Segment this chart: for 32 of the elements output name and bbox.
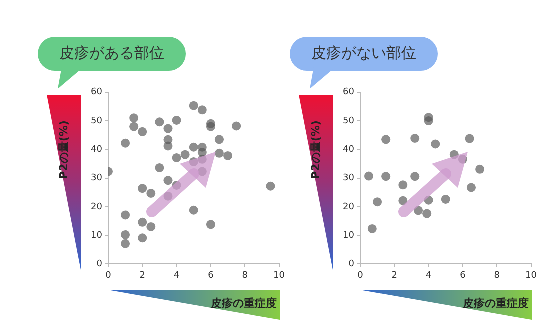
y-axis-title: P2の量(%): [56, 120, 72, 180]
x-tick-label: 0: [358, 270, 364, 281]
x-tick-label: 6: [460, 270, 466, 281]
y-tick-label: 60: [91, 88, 103, 98]
y-tick-label: 50: [343, 116, 355, 126]
chart-title: 皮疹がない部位: [310, 44, 418, 63]
x-tick-label: 2: [392, 270, 398, 281]
y-axis-title: P2の量(%): [308, 120, 324, 180]
y-tick-label: 60: [343, 88, 355, 98]
y-tick-label: 10: [91, 230, 103, 241]
x-tick-label: 10: [274, 270, 286, 281]
x-tick-label: 2: [140, 270, 146, 281]
x-tick-label: 8: [494, 270, 500, 281]
x-tick-label: 4: [426, 270, 432, 281]
x-tick-label: 0: [106, 270, 112, 281]
y-tick-label: 20: [343, 202, 355, 212]
x-axis-title: 皮疹の重症度: [462, 296, 529, 311]
y-tick-label: 20: [91, 202, 103, 212]
y-tick-label: 0: [96, 260, 103, 270]
y-tick-label: 0: [348, 260, 355, 270]
x-tick-label: 6: [208, 270, 214, 281]
x-axis-title: 皮疹の重症度: [210, 296, 277, 311]
y-tick-label: 30: [343, 174, 355, 184]
chart-title: 皮疹がある部位: [58, 44, 166, 63]
x-tick-label: 10: [526, 270, 538, 281]
y-tick-label: 30: [91, 174, 103, 184]
y-tick-label: 40: [343, 145, 355, 156]
x-tick-label: 8: [242, 270, 248, 281]
y-tick-label: 40: [91, 145, 103, 156]
y-tick-label: 50: [91, 116, 103, 126]
y-tick-label: 10: [343, 230, 355, 241]
x-tick-label: 4: [174, 270, 180, 281]
